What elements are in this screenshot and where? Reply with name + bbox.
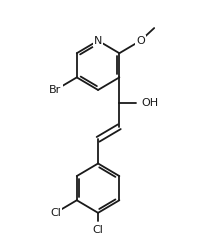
Text: N: N (94, 36, 102, 46)
Text: Br: Br (49, 85, 62, 95)
Text: O: O (136, 36, 145, 46)
Text: OH: OH (142, 97, 159, 108)
Text: Cl: Cl (93, 225, 104, 235)
Text: Cl: Cl (50, 208, 61, 218)
